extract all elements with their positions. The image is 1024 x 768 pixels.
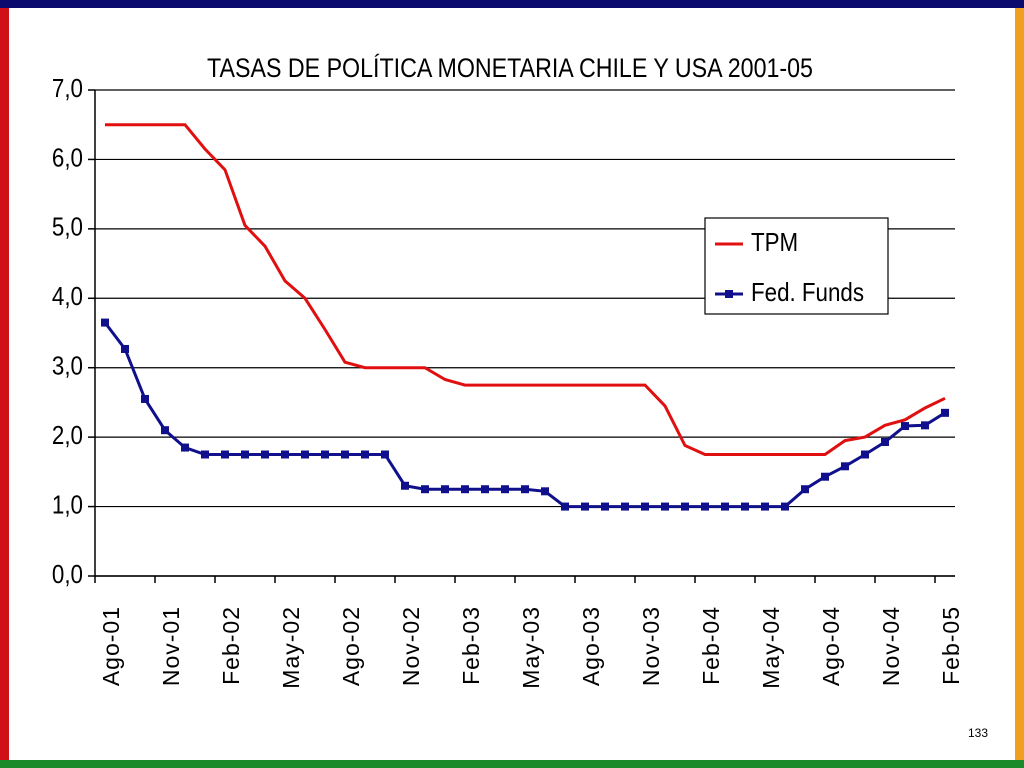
top-bar — [0, 0, 1024, 8]
point-marker — [321, 450, 329, 459]
point-marker — [161, 426, 169, 435]
y-tick-label: 1,0 — [52, 491, 83, 520]
point-marker — [381, 450, 389, 459]
legend-label: Fed. Funds — [751, 278, 864, 307]
point-marker — [201, 450, 209, 459]
y-tick-label: 4,0 — [52, 283, 83, 312]
point-marker — [581, 502, 589, 511]
point-marker — [361, 450, 369, 459]
point-marker — [701, 502, 709, 511]
legend-label: TPM — [751, 228, 798, 257]
x-tick-label: Nov-04 — [878, 606, 904, 686]
point-marker — [481, 485, 489, 494]
point-marker — [501, 485, 509, 494]
x-tick-label: Nov-03 — [638, 606, 664, 686]
chart-title: TASAS DE POLÍTICA MONETARIA CHILE Y USA … — [207, 52, 813, 83]
y-tick-label: 6,0 — [52, 144, 83, 173]
point-marker — [821, 472, 829, 481]
x-tick-label: Feb-02 — [218, 606, 244, 685]
point-marker — [121, 344, 129, 353]
point-marker — [801, 485, 809, 494]
bottom-bar — [0, 760, 1024, 768]
point-marker — [861, 450, 869, 459]
point-marker — [621, 502, 629, 511]
x-tick-label: Feb-03 — [458, 606, 484, 685]
point-marker — [721, 502, 729, 511]
y-tick-label: 5,0 — [52, 213, 83, 242]
point-marker — [401, 481, 409, 490]
legend-marker — [725, 290, 733, 298]
point-marker — [421, 485, 429, 494]
point-marker — [521, 485, 529, 494]
y-tick-label: 0,0 — [52, 560, 83, 589]
x-tick-label: May-03 — [518, 606, 544, 689]
point-marker — [941, 408, 949, 417]
point-marker — [101, 318, 109, 327]
x-tick-label: Nov-02 — [398, 606, 424, 686]
point-marker — [301, 450, 309, 459]
y-tick-label: 2,0 — [52, 421, 83, 450]
x-tick-label: May-02 — [278, 606, 304, 689]
point-marker — [681, 502, 689, 511]
point-marker — [241, 450, 249, 459]
point-marker — [561, 502, 569, 511]
point-marker — [221, 450, 229, 459]
x-tick-label: Feb-04 — [698, 606, 724, 685]
point-marker — [261, 450, 269, 459]
point-marker — [901, 422, 909, 431]
point-marker — [541, 487, 549, 496]
y-tick-label: 3,0 — [52, 352, 83, 381]
legend-box — [704, 217, 889, 315]
point-marker — [781, 502, 789, 511]
x-tick-label: Ago-04 — [818, 606, 844, 686]
point-marker — [641, 502, 649, 511]
point-marker — [181, 443, 189, 452]
point-marker — [761, 502, 769, 511]
point-marker — [441, 485, 449, 494]
x-tick-label: Nov-01 — [158, 606, 184, 686]
x-tick-label: Ago-03 — [578, 606, 604, 686]
x-tick-label: Feb-05 — [938, 606, 964, 685]
y-tick-label: 7,0 — [52, 74, 83, 103]
series-line — [105, 123, 946, 456]
point-marker — [281, 450, 289, 459]
x-tick-label: May-04 — [758, 606, 784, 689]
point-marker — [141, 394, 149, 403]
point-marker — [461, 485, 469, 494]
point-marker — [341, 450, 349, 459]
x-tick-label: Ago-02 — [338, 606, 364, 686]
page-number: 133 — [968, 726, 988, 740]
point-marker — [661, 502, 669, 511]
point-marker — [881, 438, 889, 447]
point-marker — [741, 502, 749, 511]
x-tick-label: Ago-01 — [98, 606, 124, 686]
point-marker — [841, 462, 849, 471]
point-marker — [601, 502, 609, 511]
left-bar — [0, 8, 9, 760]
right-bar — [1015, 8, 1024, 760]
point-marker — [921, 421, 929, 430]
series-line — [103, 321, 946, 509]
